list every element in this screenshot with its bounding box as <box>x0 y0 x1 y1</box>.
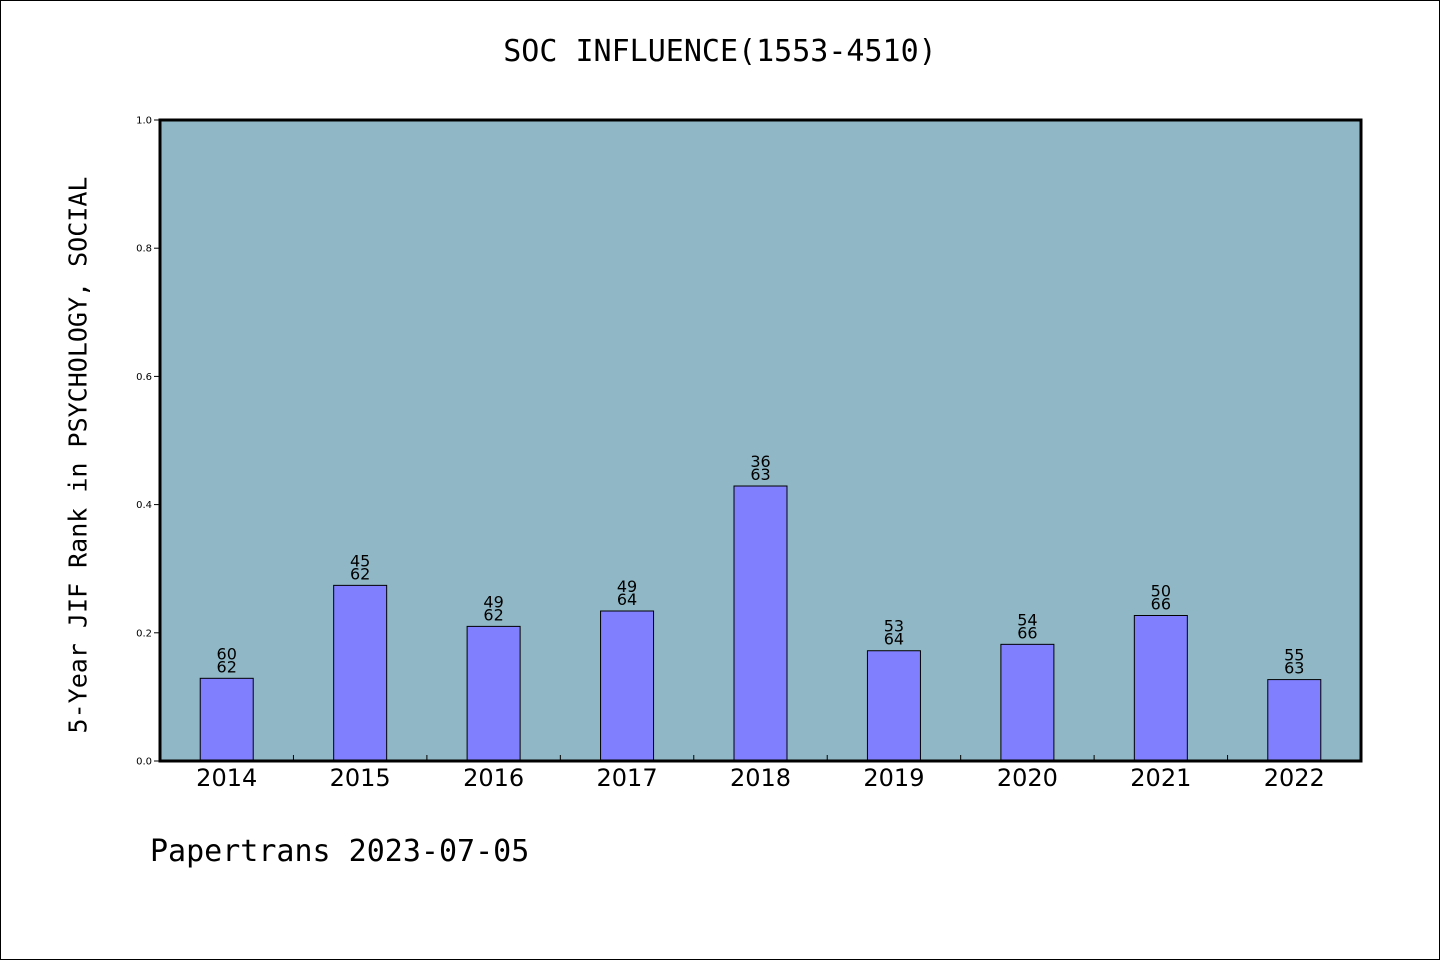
y-tick-label: 0.2 <box>136 628 152 639</box>
bar-label-total: 66 <box>1151 594 1171 613</box>
bar-label-total: 63 <box>750 465 770 484</box>
bar-label-total: 63 <box>1284 659 1304 678</box>
bar-2017 <box>600 610 655 762</box>
x-tick-label: 2022 <box>1264 764 1325 792</box>
bar-label-rank: 45 <box>350 551 370 570</box>
bar-label-rank: 50 <box>1151 581 1171 600</box>
bar-label-rank: 53 <box>884 617 904 636</box>
x-tick-label: 2020 <box>997 764 1058 792</box>
bar-2014 <box>199 677 254 762</box>
bar-label-rank: 54 <box>1017 610 1037 629</box>
bar-label-total: 62 <box>217 657 237 676</box>
bar-label-rank: 49 <box>483 592 503 611</box>
chart-title: SOC INFLUENCE(1553-4510) <box>503 34 937 69</box>
bar-2021 <box>1133 614 1188 762</box>
y-tick-label: 0.4 <box>136 500 152 511</box>
x-tick-label: 2017 <box>597 764 658 792</box>
x-tick-label: 2021 <box>1130 764 1191 792</box>
bar-label-total: 62 <box>483 605 503 624</box>
bar-label-rank: 60 <box>217 644 237 663</box>
bar-label-total: 64 <box>617 590 637 609</box>
y-tick-label: 1.0 <box>136 116 152 127</box>
x-tick-label: 2014 <box>196 764 257 792</box>
bar-2018 <box>733 485 788 762</box>
bar-label-total: 66 <box>1017 623 1037 642</box>
footer-credit: Papertrans 2023-07-05 <box>150 834 530 869</box>
bar-2019 <box>866 650 921 762</box>
x-tick-label: 2018 <box>730 764 791 792</box>
bar-label-total: 64 <box>884 630 904 649</box>
bar-label-total: 62 <box>350 564 370 583</box>
bar-2015 <box>333 584 388 762</box>
bar-2022 <box>1267 679 1322 762</box>
x-tick-label: 2019 <box>863 764 924 792</box>
y-tick-label: 0.8 <box>136 244 152 255</box>
plot-border <box>158 118 1363 763</box>
y-tick-label: 0.0 <box>136 757 152 768</box>
x-tick-label: 2015 <box>330 764 391 792</box>
bar-label-rank: 36 <box>750 452 770 471</box>
y-tick-label: 0.6 <box>136 372 152 383</box>
bar-2020 <box>1000 643 1055 762</box>
bar-label-rank: 55 <box>1284 646 1304 665</box>
bar-label-rank: 49 <box>617 577 637 596</box>
x-tick-label: 2016 <box>463 764 524 792</box>
bar-2016 <box>466 625 521 762</box>
